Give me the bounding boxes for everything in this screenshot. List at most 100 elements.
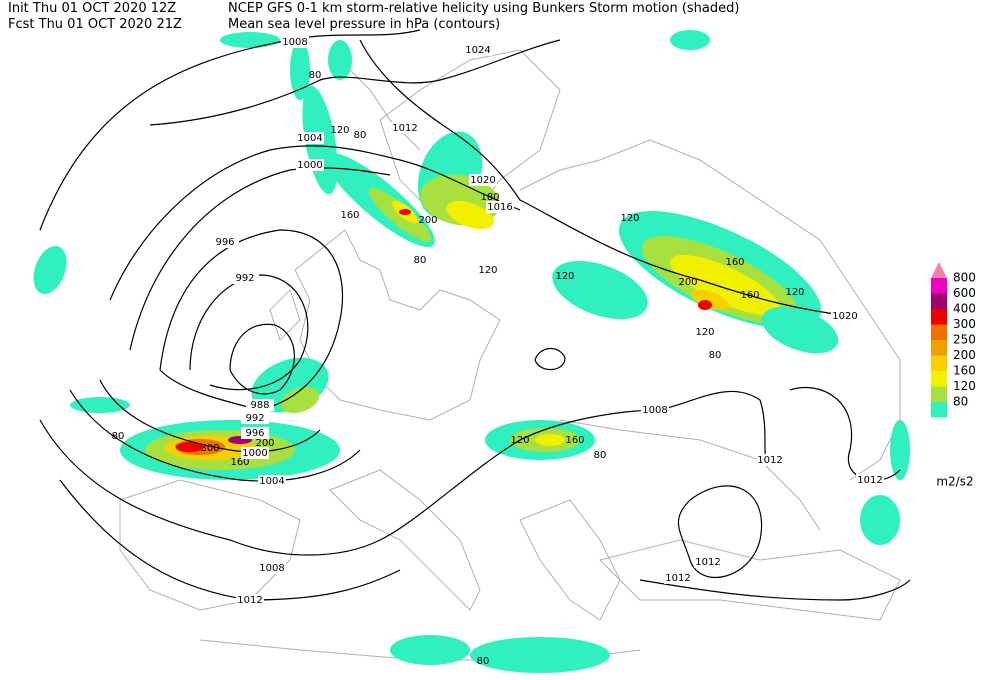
helicity-area (470, 637, 610, 673)
legend-label: 80 (953, 395, 968, 409)
isobar-label: 1024 (465, 45, 490, 56)
helicity-shading (33, 30, 910, 673)
isobar-labels: 1008 1024 1012 1004 1000 1020 1016 996 992 988 992… (211, 36, 884, 606)
isobar-label: 996 (245, 428, 264, 439)
isobar-label: 1004 (297, 133, 322, 144)
isobar-label: 1012 (237, 595, 262, 606)
shade-label: 80 (112, 431, 125, 442)
isobar-label: 1020 (470, 175, 495, 186)
init-time: Init Thu 01 OCT 2020 12Z (8, 1, 176, 16)
isobar-label-bg (694, 556, 722, 568)
legend-label: 250 (953, 333, 976, 347)
isobar-label-bg (236, 594, 264, 606)
legend-swatch (931, 402, 947, 418)
shade-label: 180 (480, 192, 499, 203)
shade-label: 80 (414, 255, 427, 266)
legend-swatch (931, 340, 947, 356)
legend-label: 120 (953, 379, 976, 393)
legend-label: 300 (953, 317, 976, 331)
shade-label: 120 (620, 213, 639, 224)
isobar-label: 1012 (757, 455, 782, 466)
helicity-area (670, 30, 710, 50)
isobar-label: 1000 (297, 160, 322, 171)
title: NCEP GFS 0-1 km storm-relative helicity … (228, 1, 739, 16)
shade-label: 80 (309, 70, 322, 81)
isobar-label: 1004 (259, 476, 284, 487)
isobar-label: 1008 (282, 37, 307, 48)
isobar-label-bg (211, 236, 239, 248)
shade-label: 120 (785, 287, 804, 298)
helicity-area (535, 434, 565, 446)
shade-label: 160 (340, 210, 359, 221)
forecast-time: Fcst Thu 01 OCT 2020 21Z (8, 17, 182, 32)
shade-labels: 80 120 80 160 200 180 120 80 120 160 200 120 80 120 16… (112, 70, 805, 667)
helicity-area (280, 386, 320, 414)
helicity-area (860, 495, 900, 545)
legend-swatch (931, 293, 947, 309)
isobar-label-bg (281, 36, 309, 48)
legend-swatch (931, 386, 947, 402)
isobar-label: 996 (215, 237, 234, 248)
shade-label: 80 (477, 656, 490, 667)
isobar-label-bg (664, 572, 692, 584)
helicity-area (290, 40, 310, 100)
isobar-label-bg (241, 427, 269, 439)
shade-label: 200 (678, 277, 697, 288)
helicity-area (552, 260, 648, 320)
legend-label: 200 (953, 348, 976, 362)
isobar-label-bg (246, 399, 274, 411)
isobar-label-bg (856, 474, 884, 486)
legend-top-triangle (931, 262, 947, 278)
shade-label: 120 (510, 435, 529, 446)
shade-label: 160 (725, 257, 744, 268)
helicity-area (33, 245, 67, 295)
isobar-label-bg (756, 454, 784, 466)
isobar-label-bg (296, 159, 324, 171)
helicity-area (328, 40, 352, 80)
shade-label: 120 (555, 271, 574, 282)
isobar-label-bg (241, 412, 269, 424)
helicity-area (399, 209, 411, 215)
legend-swatch (931, 355, 947, 371)
helicity-area (390, 635, 470, 665)
shade-label: 300 (200, 443, 219, 454)
shade-label: 200 (418, 215, 437, 226)
legend-unit: m2/s2 (936, 475, 973, 489)
legend-swatch (931, 324, 947, 340)
helicity-area (691, 289, 729, 311)
helicity-area (698, 300, 712, 310)
isobar-label-bg (469, 174, 497, 186)
legend-label: 160 (953, 364, 976, 378)
helicity-area (176, 442, 204, 452)
helicity-area (761, 306, 839, 354)
legend-swatch (931, 371, 947, 387)
helicity-area (670, 254, 780, 316)
helicity-area (446, 200, 494, 230)
legend-swatch (931, 278, 947, 294)
shade-label: 80 (709, 350, 722, 361)
isobar-label-bg (486, 201, 514, 213)
isobar-label: 988 (250, 400, 269, 411)
isobar-label-bg (258, 562, 286, 574)
isobar-label: 1000 (242, 448, 267, 459)
isobar-label-bg (231, 272, 259, 284)
isobar-label-bg (641, 404, 669, 416)
coastlines (119, 49, 901, 661)
shade-label: 160 (740, 290, 759, 301)
isobar-label: 1012 (857, 475, 882, 486)
isobar-label: 1008 (642, 405, 667, 416)
shade-label: 120 (478, 265, 497, 276)
shade-label: 120 (695, 327, 714, 338)
isobar-label: 1020 (832, 311, 857, 322)
subtitle: Mean sea level pressure in hPa (contours… (228, 17, 500, 32)
isobar-label-bg (258, 475, 286, 487)
helicity-area (890, 420, 910, 480)
helicity-area (70, 397, 130, 413)
isobar-label: 1012 (392, 123, 417, 134)
isobar-label: 1012 (665, 573, 690, 584)
isobar-label: 1012 (695, 557, 720, 568)
isobar-label: 992 (245, 413, 264, 424)
legend-label: 600 (953, 286, 976, 300)
